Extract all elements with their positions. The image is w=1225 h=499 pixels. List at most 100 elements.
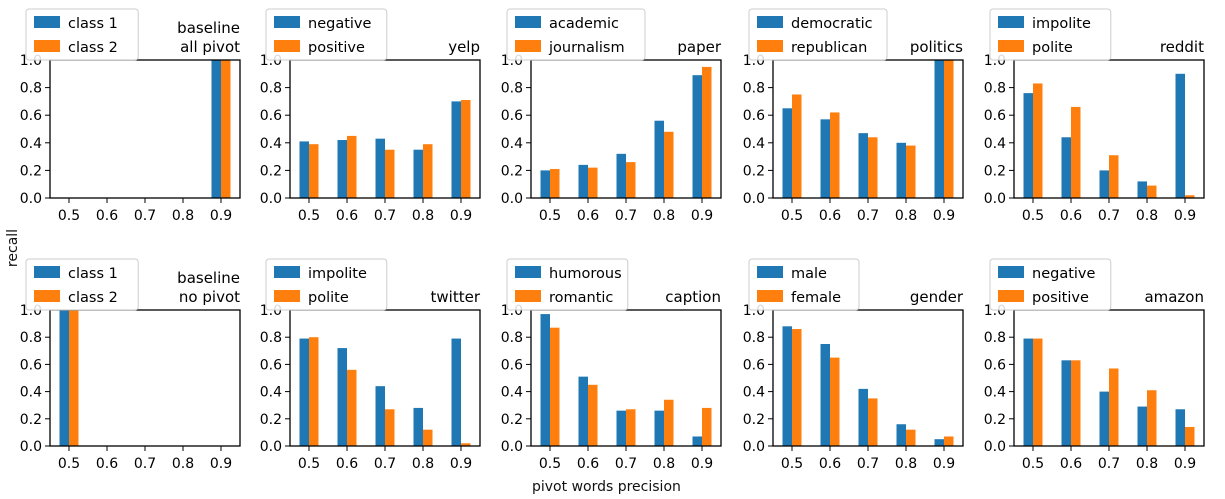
bar-class2 (588, 384, 598, 446)
bar-class1 (1023, 93, 1033, 198)
subplot-7: 0.00.20.40.60.81.00.5 0.6 0.7 0.8 0.9impolit… (260, 258, 481, 472)
bar-class2 (423, 429, 433, 446)
bar-class1 (782, 108, 792, 198)
x-tick-label: 0.7 (134, 208, 156, 224)
legend-swatch (34, 290, 60, 302)
y-tick-label: 0.6 (260, 357, 282, 373)
y-tick-label: 0.6 (20, 357, 42, 373)
x-tick-label: 0.6 (1060, 456, 1082, 472)
bar-class2 (1147, 185, 1157, 198)
legend-swatch (998, 290, 1024, 302)
x-tick-label: 0.7 (374, 208, 396, 224)
y-tick-label: 0.0 (984, 439, 1006, 455)
legend-label: male (791, 266, 827, 282)
bar-class2 (944, 436, 954, 446)
y-tick-label: 0.4 (743, 136, 765, 152)
legend-swatch (274, 290, 300, 302)
subplot-4: 0.00.20.40.60.81.00.5 0.6 0.7 0.8 0.9democra… (743, 8, 964, 224)
y-tick-label: 0.8 (743, 330, 765, 346)
bar-class2 (626, 162, 636, 198)
x-tick-label: 0.6 (96, 208, 118, 224)
bar-class2 (309, 337, 319, 446)
y-tick-label: 0.8 (20, 81, 42, 97)
y-tick-label: 0.6 (260, 108, 282, 124)
y-tick-label: 0.0 (743, 439, 765, 455)
axes-frame (49, 309, 241, 447)
bar-class2 (347, 369, 357, 446)
x-tick-label: 0.9 (210, 208, 232, 224)
subplot-title: politics (910, 38, 963, 56)
subplot-title: paper (677, 38, 721, 56)
x-tick-label: 0.7 (857, 208, 879, 224)
y-tick-label: 0.8 (743, 81, 765, 97)
x-tick-label: 0.6 (336, 208, 358, 224)
y-tick-label: 0.2 (501, 412, 523, 428)
y-tick-label: 0.6 (743, 108, 765, 124)
bar-class2 (1109, 368, 1119, 446)
x-tick-label: 0.8 (1136, 208, 1158, 224)
y-tick-label: 0.2 (20, 412, 42, 428)
bar-class1 (451, 338, 461, 446)
x-tick-label: 0.5 (1022, 456, 1044, 472)
legend-swatch (998, 40, 1024, 52)
legend-label: impolite (308, 266, 367, 282)
legend-swatch (34, 40, 60, 52)
x-tick-label: 0.7 (1098, 456, 1120, 472)
bar-class2 (1147, 390, 1157, 446)
bar-class2 (830, 112, 840, 198)
y-tick-label: 0.6 (501, 108, 523, 124)
bar-class1 (299, 338, 309, 446)
bar-class2 (1185, 426, 1195, 446)
bar-class1 (540, 314, 550, 446)
y-tick-label: 0.6 (501, 357, 523, 373)
bar-class2 (1033, 83, 1043, 198)
y-tick-label: 0.6 (743, 357, 765, 373)
bar-class1 (451, 101, 461, 198)
y-tick-label: 0.8 (20, 330, 42, 346)
x-tick-label: 0.5 (539, 456, 561, 472)
legend-swatch (757, 290, 783, 302)
x-tick-label: 0.6 (577, 208, 599, 224)
bar-class1 (1137, 181, 1147, 198)
legend-swatch (34, 266, 60, 278)
subplot-title: baseline (177, 19, 240, 37)
bar-class2 (1071, 360, 1081, 446)
x-tick-label: 0.5 (58, 208, 80, 224)
y-tick-label: 0.0 (20, 191, 42, 207)
x-tick-label: 0.8 (172, 456, 194, 472)
y-axis-label: recall (5, 228, 22, 268)
y-tick-label: 0.6 (984, 357, 1006, 373)
legend-label: class 1 (68, 266, 118, 282)
legend-label: humorous (549, 266, 622, 282)
legend-label: negative (1032, 266, 1095, 282)
bar-class2 (868, 137, 878, 198)
x-tick-label: 0.8 (412, 456, 434, 472)
bar-class2 (906, 429, 916, 446)
bar-class1 (59, 310, 69, 446)
subplot-title: reddit (1160, 38, 1204, 56)
legend-label: academic (549, 16, 619, 32)
legend-label: romantic (549, 290, 613, 306)
bar-class1 (375, 386, 385, 446)
x-tick-label: 0.7 (615, 208, 637, 224)
legend: academic journalism (506, 8, 646, 61)
bar-class1 (1061, 137, 1071, 198)
y-tick-label: 0.4 (20, 136, 42, 152)
bar-class2 (664, 399, 674, 446)
bar-class1 (820, 344, 830, 446)
legend-label: female (791, 290, 841, 306)
x-tick-label: 0.9 (1174, 456, 1196, 472)
legend-swatch (515, 266, 541, 278)
x-tick-label: 0.6 (336, 456, 358, 472)
x-tick-label: 0.6 (96, 456, 118, 472)
bar-class2 (461, 100, 471, 198)
y-tick-label: 0.2 (260, 412, 282, 428)
legend: class 1 class 2 (25, 8, 139, 61)
bar-class1 (934, 60, 944, 198)
bar-class1 (578, 376, 588, 446)
x-tick-label: 0.9 (691, 456, 713, 472)
bar-class1 (1175, 409, 1185, 446)
bar-class2 (906, 145, 916, 198)
legend: male female (748, 258, 860, 311)
